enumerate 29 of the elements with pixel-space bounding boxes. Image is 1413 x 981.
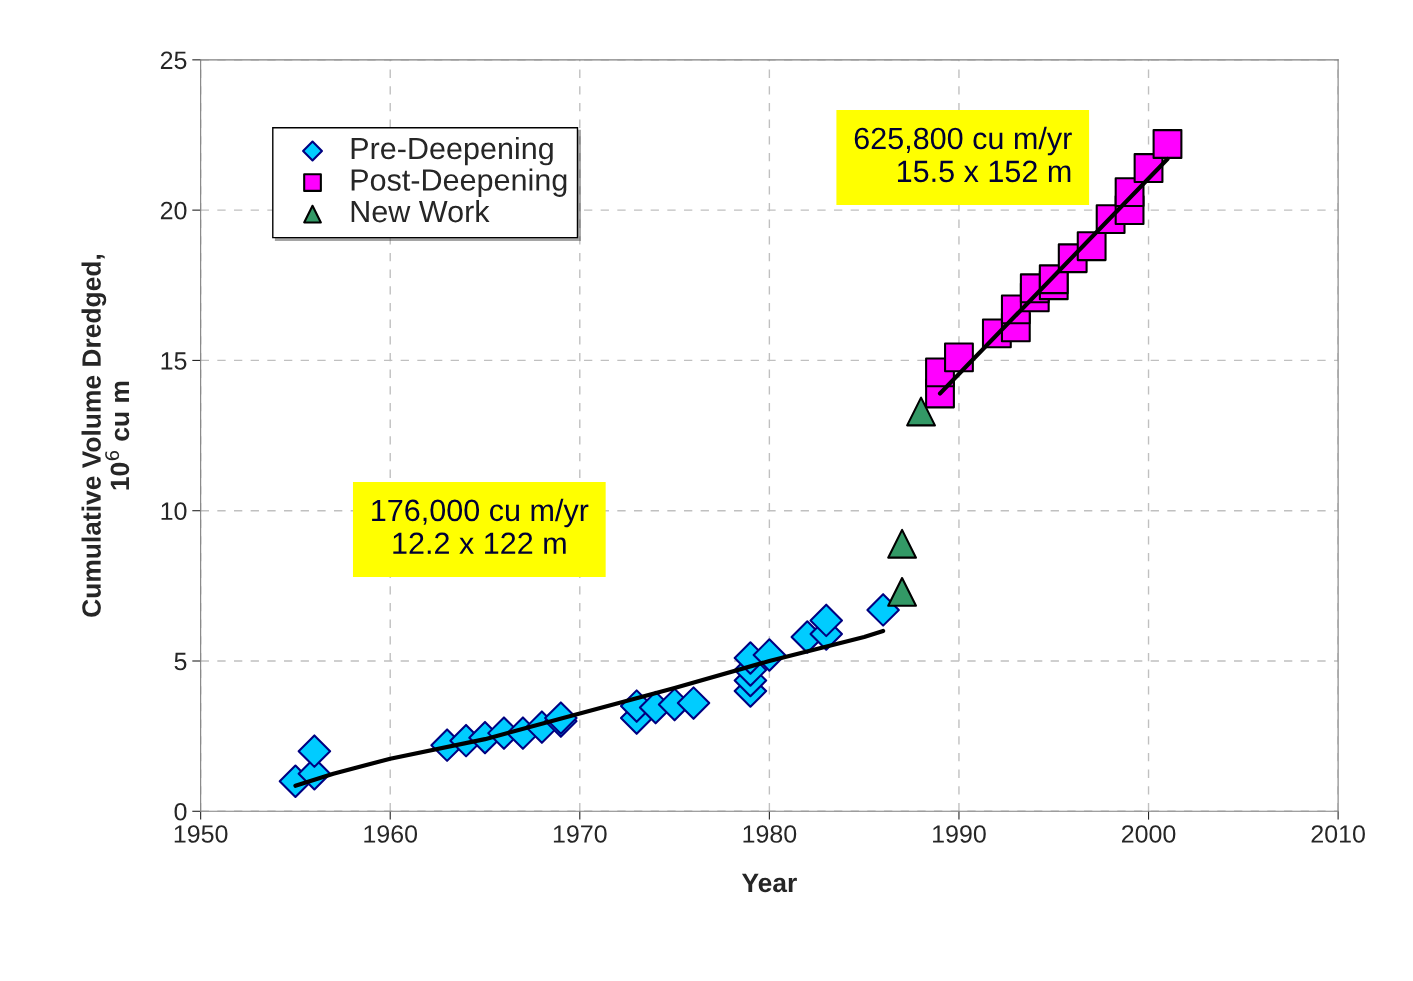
x-tick-label: 1980 — [743, 825, 797, 843]
point — [944, 342, 974, 373]
y-tick-label: 20 — [160, 201, 187, 220]
point — [887, 576, 918, 607]
point — [887, 528, 918, 559]
y-tick-label: 10 — [161, 502, 187, 521]
x-tick-label: 1960 — [364, 825, 418, 843]
legend-label: Pre-Deepening — [351, 136, 553, 166]
annotation: 625,800 cu m/yr 15.5 x 152 m — [854, 126, 1072, 183]
y-tick-label: 0 — [174, 802, 187, 821]
point — [1152, 129, 1183, 159]
legend-label: Post-Deepening — [351, 168, 567, 197]
y-tick-label: 15 — [161, 352, 187, 370]
point — [866, 593, 900, 627]
x-tick-label: 2000 — [1121, 825, 1176, 843]
point — [676, 686, 711, 720]
point — [809, 603, 843, 638]
x-tick-label: 1970 — [553, 825, 607, 843]
x-axis-title: Year — [741, 873, 797, 893]
y-tick-label: 25 — [160, 51, 187, 70]
y-axis-title: Cumulative Volume Dredged, 10$^{6}$ cu m — [81, 255, 130, 617]
point — [297, 734, 332, 768]
annotation: 176,000 cu m/yr 12.2 x 122 m — [372, 498, 589, 554]
x-tick-label: 1990 — [933, 825, 986, 843]
point — [906, 396, 936, 427]
x-tick-label: 2010 — [1311, 825, 1365, 843]
y-tick-label: 5 — [174, 652, 187, 671]
x-tick-label: 1950 — [174, 825, 228, 843]
legend-label: New Work — [351, 199, 490, 223]
